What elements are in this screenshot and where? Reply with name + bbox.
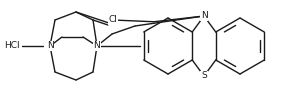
Text: N: N	[47, 41, 53, 51]
Text: Cl: Cl	[109, 15, 117, 24]
Text: N: N	[201, 12, 208, 21]
Text: N: N	[94, 41, 100, 51]
Text: HCl: HCl	[4, 41, 20, 51]
Text: S: S	[201, 71, 207, 80]
